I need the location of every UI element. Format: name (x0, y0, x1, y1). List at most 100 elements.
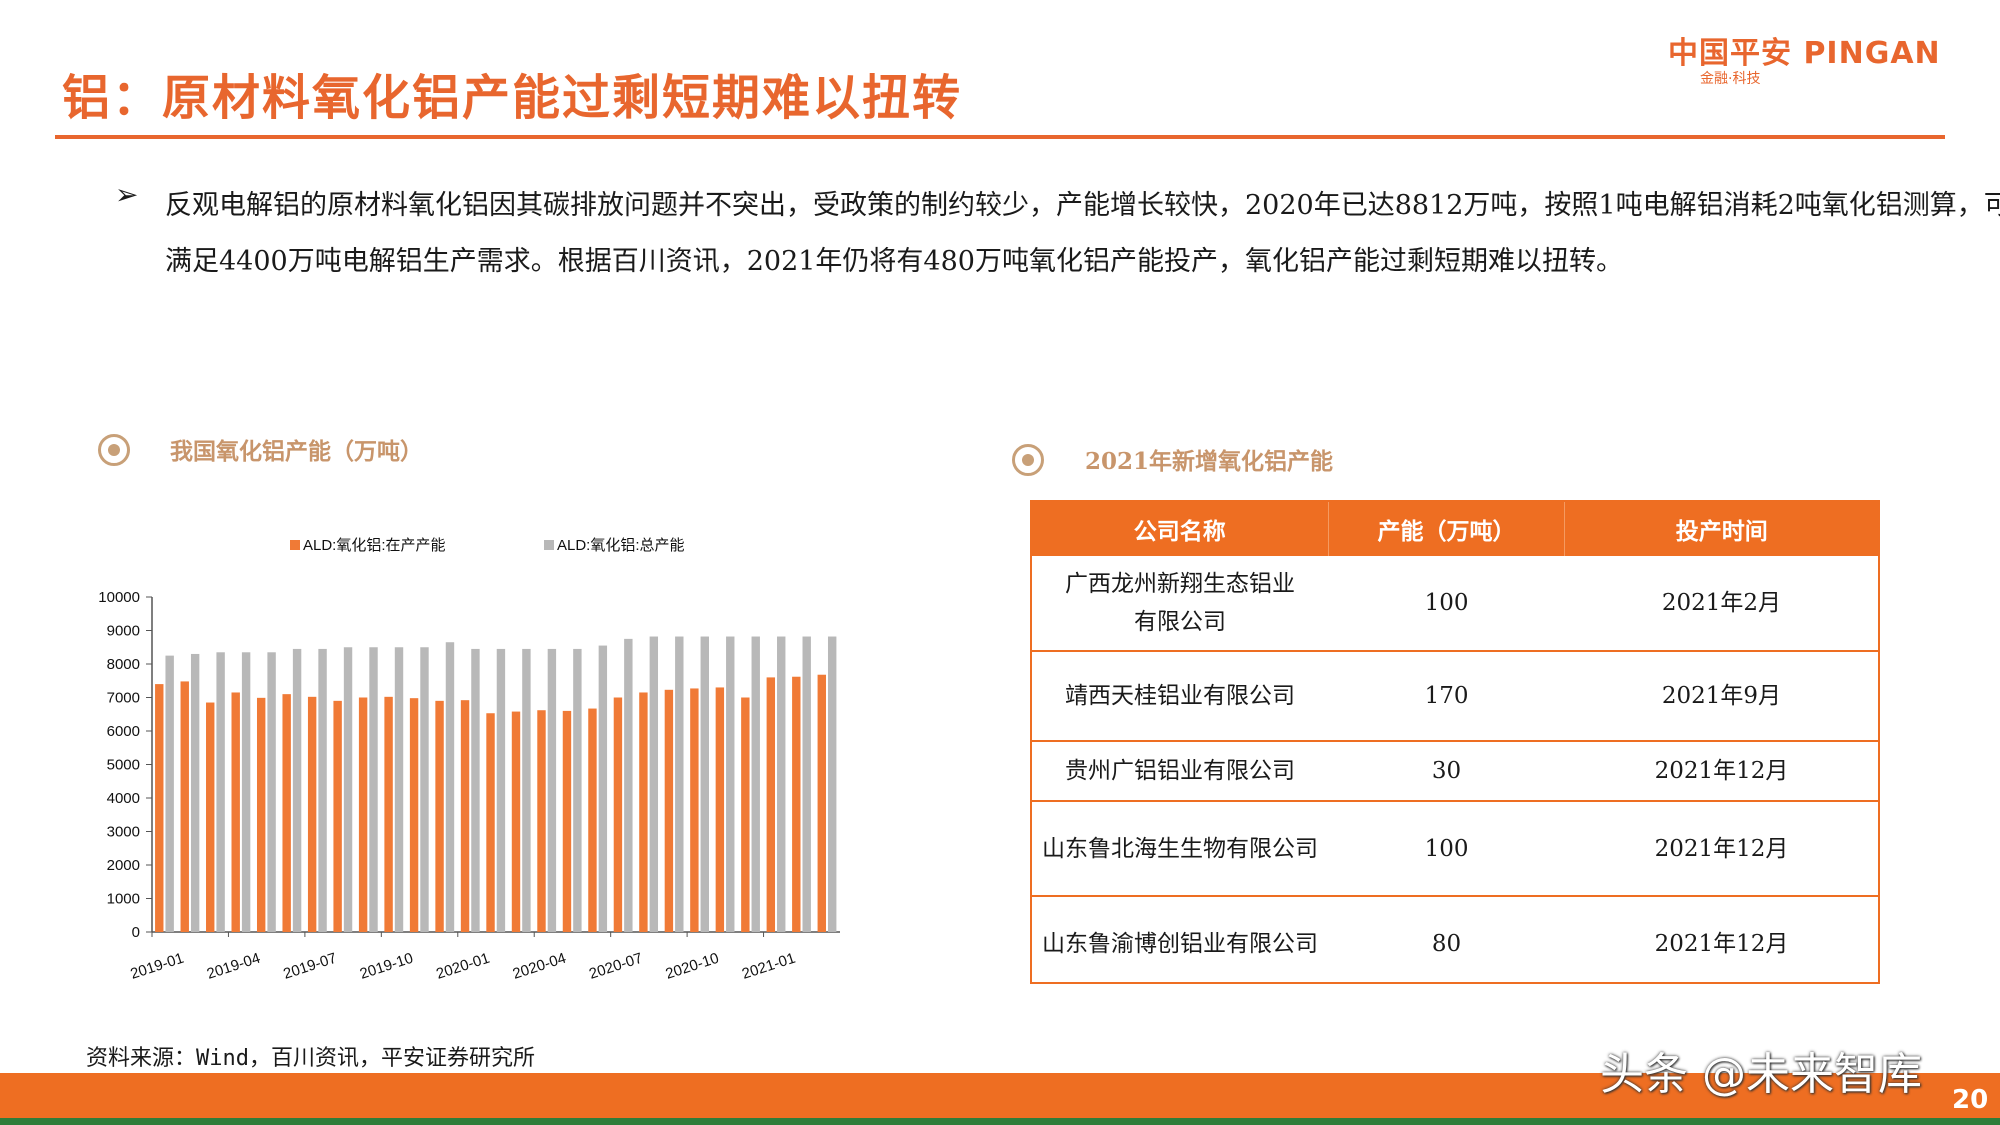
bar-in-production (231, 692, 240, 932)
cell-capacity: 100 (1328, 556, 1565, 652)
bar-total (802, 636, 811, 932)
cell-start-date: 2021年2月 (1564, 556, 1878, 652)
bar-total (649, 636, 659, 932)
x-tick-label: 2019-01 (128, 950, 186, 983)
cell-company: 山东鲁北海生生物有限公司 (1032, 801, 1329, 897)
bar-in-production (511, 711, 521, 932)
bar-total (165, 655, 174, 932)
legend-swatch (290, 540, 300, 550)
col-header-company: 公司名称 (1032, 502, 1329, 556)
source-note: 资料来源：Wind，百川资讯，平安证券研究所 (86, 1046, 535, 1071)
cell-company: 靖西天桂铝业有限公司 (1032, 651, 1329, 742)
bar-in-production (715, 687, 725, 932)
y-tick-label: 7000 (107, 690, 140, 707)
bar-in-production (817, 674, 826, 932)
table-row: 贵州广铝铝业有限公司 30 2021年12月 (1032, 741, 1878, 802)
cell-capacity: 30 (1328, 741, 1565, 802)
legend-swatch (544, 540, 554, 550)
cell-capacity: 80 (1431, 931, 1462, 957)
bar-in-production (435, 700, 444, 932)
x-tick-label: 2019-04 (205, 950, 263, 983)
legend-label: ALD:氧化铝:在产产能 (303, 537, 446, 554)
bar-total (241, 652, 251, 932)
x-tick-label: 2020-01 (434, 950, 492, 983)
bar-in-production (384, 696, 393, 932)
logo-main-text: 中国平安 PINGAN (1668, 36, 1941, 71)
bar-total (777, 636, 786, 932)
bar-in-production (307, 696, 317, 932)
x-tick-label: 2020-07 (587, 950, 645, 983)
y-tick-label: 0 (132, 924, 140, 941)
cell-capacity: 100 (1328, 801, 1565, 897)
bar-total (292, 648, 302, 932)
bar-total (471, 648, 480, 932)
bar-total (190, 653, 200, 932)
bar-in-production (256, 697, 266, 932)
x-tick-label: 2019-07 (281, 950, 339, 983)
table-frame: 公司名称 产能（万吨） 投产时间 广西龙州新翔生态铝业有限公司 100 2021… (1030, 500, 1880, 984)
bar-total (598, 645, 608, 932)
bar-in-production (613, 697, 623, 932)
bar-in-production (358, 697, 368, 932)
bar-total (573, 648, 582, 932)
logo-sub-text: 金融·科技 (1700, 71, 1761, 87)
cell-start-date: 2021年12月 (1564, 801, 1878, 897)
bar-in-production (588, 708, 597, 932)
bar-in-production (155, 684, 164, 932)
section-target-icon (98, 434, 130, 466)
bar-in-production (766, 677, 776, 932)
bar-total (827, 636, 837, 932)
bar-total (751, 636, 760, 932)
bar-in-production (460, 700, 470, 932)
table-row: 广西龙州新翔生态铝业有限公司 100 2021年2月 (1032, 556, 1878, 652)
bar-in-production (792, 676, 801, 932)
bar-total (267, 652, 276, 932)
cell-start-date: 2021年12月 (1654, 931, 1789, 957)
y-tick-label: 8000 (107, 656, 140, 673)
bar-total (216, 652, 225, 932)
y-tick-label: 5000 (107, 757, 140, 774)
bullet-arrow-icon: ➢ (115, 178, 139, 211)
bar-in-production (486, 713, 495, 932)
bar-in-production (664, 689, 674, 932)
bar-in-production (206, 702, 215, 932)
y-tick-label: 10000 (98, 589, 140, 606)
bar-total (318, 648, 327, 932)
watermark: 头条 @未来智库 (1600, 1049, 1922, 1100)
x-tick-label: 2020-04 (511, 950, 569, 983)
y-tick-label: 2000 (107, 857, 140, 874)
bar-total (496, 648, 506, 932)
y-tick-label: 6000 (107, 723, 140, 740)
col-header-capacity: 产能（万吨） (1328, 502, 1566, 556)
table-section-title: 2021年新增氧化铝产能 (1085, 448, 1334, 475)
x-tick-label: 2021-01 (740, 950, 798, 983)
bar-total (343, 647, 353, 932)
bar-total (369, 647, 378, 932)
bar-total (394, 647, 404, 932)
y-tick-label: 4000 (107, 790, 140, 807)
cell-company: 贵州广铝铝业有限公司 (1032, 741, 1329, 802)
table-row: 靖西天桂铝业有限公司 170 2021年9月 (1032, 651, 1878, 742)
title-divider (55, 135, 1945, 139)
cell-company: 山东鲁渝博创铝业有限公司 (1042, 931, 1319, 957)
section-target-icon (1012, 444, 1044, 476)
y-tick-label: 9000 (107, 623, 140, 640)
table-row: 山东鲁北海生生物有限公司 100 2021年12月 (1032, 801, 1878, 897)
bar-total (675, 636, 684, 932)
footer-accent-line (0, 1118, 2000, 1125)
bullet-text: 反观电解铝的原材料氧化铝因其碳排放问题并不突出，受政策的制约较少，产能增长较快，… (165, 190, 2000, 277)
bar-total (522, 648, 531, 932)
pingan-logo: 中国平安 PINGAN 金融·科技 (1668, 28, 1978, 88)
chart-section-title: 我国氧化铝产能（万吨） (170, 438, 423, 465)
page-title: 铝：原材料氧化铝产能过剩短期难以扭转 (62, 70, 963, 126)
bar-total (420, 647, 429, 932)
cell-start-date: 2021年9月 (1564, 651, 1878, 742)
chart-svg: 0 1000 2000 3000 4000 5000 6000 7000 8000 9000 100… (98, 537, 840, 983)
page-number: 20 (1952, 1085, 1989, 1115)
bar-total (700, 636, 709, 932)
cell-start-date: 2021年12月 (1564, 741, 1878, 802)
table-row: 山东鲁渝博创铝业有限公司 80 2021年12月 (1032, 896, 1878, 991)
legend-label: ALD:氧化铝:总产能 (557, 537, 685, 554)
cell-company: 广西龙州新翔生态铝业有限公司 (1032, 556, 1329, 652)
y-tick-label: 1000 (107, 891, 140, 908)
